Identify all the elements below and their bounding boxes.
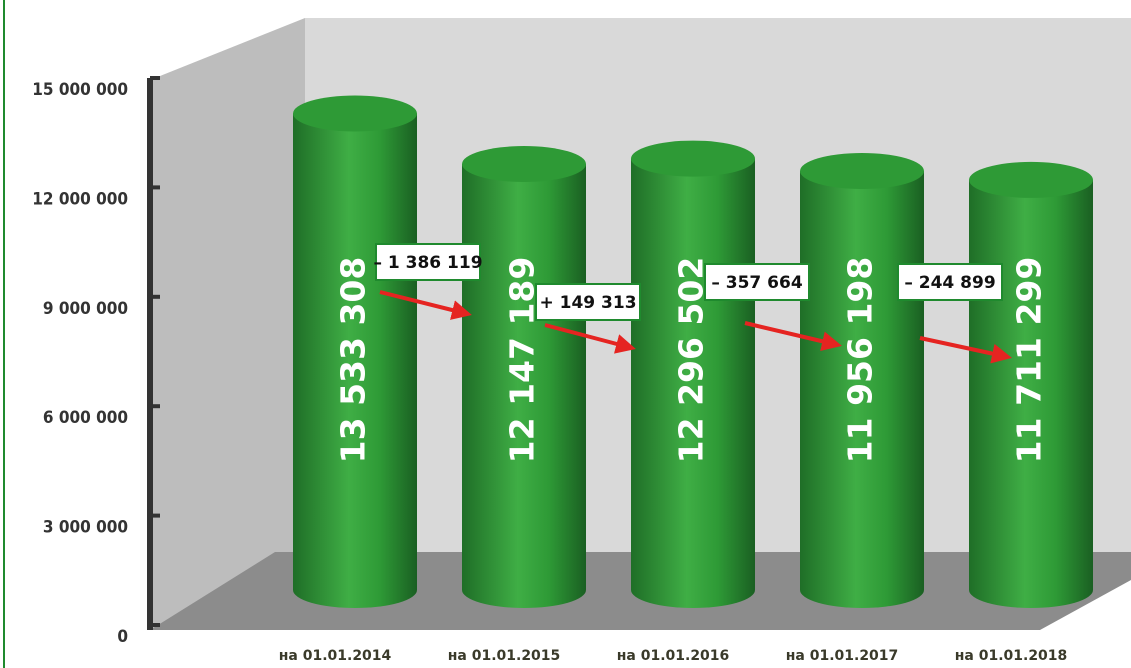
annotation-box <box>897 263 1003 301</box>
y-tick-label: 6 000 000 <box>43 408 128 428</box>
annotation: + 149 313 <box>539 293 636 313</box>
value-label: 11 711 299 <box>1010 257 1049 464</box>
bar <box>800 152 924 608</box>
annotation-box <box>375 243 481 281</box>
annotation: – 244 899 <box>904 273 995 293</box>
annotation-box <box>704 263 810 301</box>
y-tick-label: 15 000 000 <box>32 80 128 100</box>
value-label: 13 533 308 <box>334 257 373 464</box>
arrow <box>544 323 636 354</box>
cylinder-body <box>462 164 586 608</box>
bar <box>293 95 417 609</box>
cylinder-top <box>969 161 1093 198</box>
arrow <box>379 290 472 320</box>
cylinder-top <box>631 140 755 177</box>
x-tick-label: на 01.01.2016 <box>617 648 730 664</box>
y-tick-label: 9 000 000 <box>43 299 128 319</box>
side-wall <box>150 18 305 630</box>
cylinder-top <box>462 146 586 183</box>
cylinder-body <box>293 113 417 609</box>
y-tick-label: 12 000 000 <box>32 189 128 209</box>
x-tick-label: на 01.01.2014 <box>279 648 392 664</box>
annotation-box <box>535 283 641 321</box>
annotation: – 1 386 119 <box>373 253 482 273</box>
arrow <box>919 336 1012 364</box>
x-tick-label: на 01.01.2015 <box>448 648 561 664</box>
y-tick-label: 0 <box>117 627 128 647</box>
x-tick-label: на 01.01.2017 <box>786 648 899 664</box>
annotation: – 357 664 <box>711 273 802 293</box>
value-label: 11 956 198 <box>841 257 880 464</box>
cylinder-body <box>800 170 924 608</box>
y-tick-label: 3 000 000 <box>43 518 128 538</box>
x-tick-label: на 01.01.2018 <box>955 648 1068 664</box>
arrow <box>744 321 842 352</box>
cylinder-top <box>293 95 417 132</box>
cylinder-top <box>800 152 924 189</box>
bar <box>462 146 586 608</box>
